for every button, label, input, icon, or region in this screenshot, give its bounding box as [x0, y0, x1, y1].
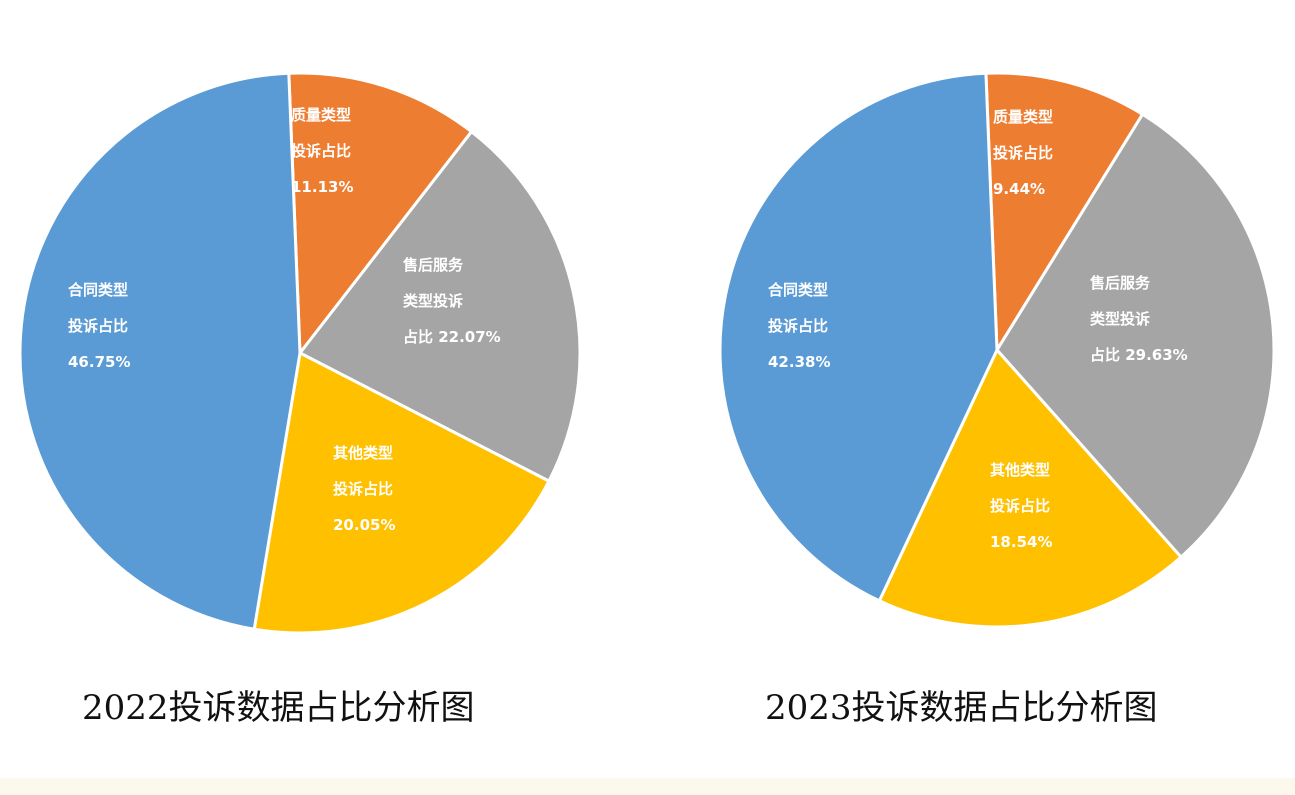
- slice-label-line-quality-2022-3: 11.13%: [291, 178, 353, 196]
- slice-label-line-after_sales-2022-1: 售后服务: [403, 256, 464, 274]
- slice-label-line-after_sales-2022-3: 占比 22.07%: [403, 328, 501, 346]
- slice-label-line-after_sales-2023-3: 占比 29.63%: [1090, 346, 1188, 364]
- slice-label-line-quality-2022-2: 投诉占比: [291, 142, 351, 160]
- slice-label-line-quality-2022-1: 质量类型: [291, 106, 351, 124]
- slice-label-line-contract-2022-2: 投诉占比: [68, 317, 128, 335]
- slice-label-line-after_sales-2023-2: 类型投诉: [1090, 310, 1150, 328]
- slice-label-line-quality-2023-2: 投诉占比: [993, 144, 1053, 162]
- slice-label-line-other-2023-1: 其他类型: [990, 461, 1050, 479]
- pie-slice-other-2023: [877, 348, 1183, 629]
- slice-label-contract-2023: 合同类型投诉占比 42.38%: [767, 281, 830, 371]
- pie-slice-after_sales-2023: [995, 112, 1276, 559]
- slice-label-line-other-2023-2: 投诉占比: [990, 497, 1050, 515]
- slice-label-contract-2022: 合同类型投诉占比 46.75%: [67, 281, 130, 371]
- pie-slice-contract-2023: [718, 71, 999, 603]
- bottom-band: [0, 778, 1295, 795]
- slice-label-line-quality-2023-1: 质量类型: [993, 108, 1053, 126]
- slice-label-other-2022: 其他类型投诉占比 20.05%: [333, 444, 395, 534]
- pie-slice-other-2022: [252, 351, 551, 635]
- slice-label-line-other-2022-2: 投诉占比: [333, 480, 393, 498]
- slice-label-quality-2023: 质量类型投诉占比 9.44%: [993, 108, 1053, 198]
- slice-label-quality-2022: 质量类型投诉占比 11.13%: [291, 106, 353, 196]
- pie-slice-quality-2023: [984, 71, 1145, 352]
- slice-label-line-after_sales-2023-1: 售后服务: [1090, 274, 1151, 292]
- slice-label-line-contract-2023-3: 42.38%: [768, 353, 830, 371]
- slice-label-after_sales-2022: 售后服务类型投诉占比 22.07%: [403, 256, 501, 346]
- pie-slice-quality-2022: [287, 71, 474, 355]
- slice-label-line-other-2022-3: 20.05%: [333, 516, 395, 534]
- slice-label-line-after_sales-2022-2: 类型投诉: [403, 292, 463, 310]
- pie-chart-2022: 质量类型投诉占比 11.13%售后服务类型投诉占比 22.07%其他类型投诉占比 2…: [18, 71, 582, 635]
- slice-label-other-2023: 其他类型投诉占比 18.54%: [990, 461, 1052, 551]
- pie-chart-2023: 质量类型投诉占比 9.44%售后服务类型投诉占比 29.63%其他类型投诉占比 18…: [718, 71, 1276, 629]
- pie-slice-contract-2022: [18, 71, 302, 631]
- slice-label-line-contract-2022-1: 合同类型: [67, 281, 128, 299]
- slice-label-line-quality-2023-3: 9.44%: [993, 180, 1045, 198]
- slice-label-after_sales-2023: 售后服务类型投诉占比 29.63%: [1090, 274, 1188, 364]
- slice-label-line-contract-2022-3: 46.75%: [68, 353, 130, 371]
- slice-label-line-contract-2023-2: 投诉占比: [768, 317, 828, 335]
- chart-title-2022: 2022投诉数据占比分析图: [82, 688, 475, 728]
- pie-slice-after_sales-2022: [298, 130, 582, 483]
- slice-label-line-contract-2023-1: 合同类型: [767, 281, 828, 299]
- chart-title-2023: 2023投诉数据占比分析图: [765, 688, 1158, 728]
- slice-label-line-other-2023-3: 18.54%: [990, 533, 1052, 551]
- slice-label-line-other-2022-1: 其他类型: [333, 444, 393, 462]
